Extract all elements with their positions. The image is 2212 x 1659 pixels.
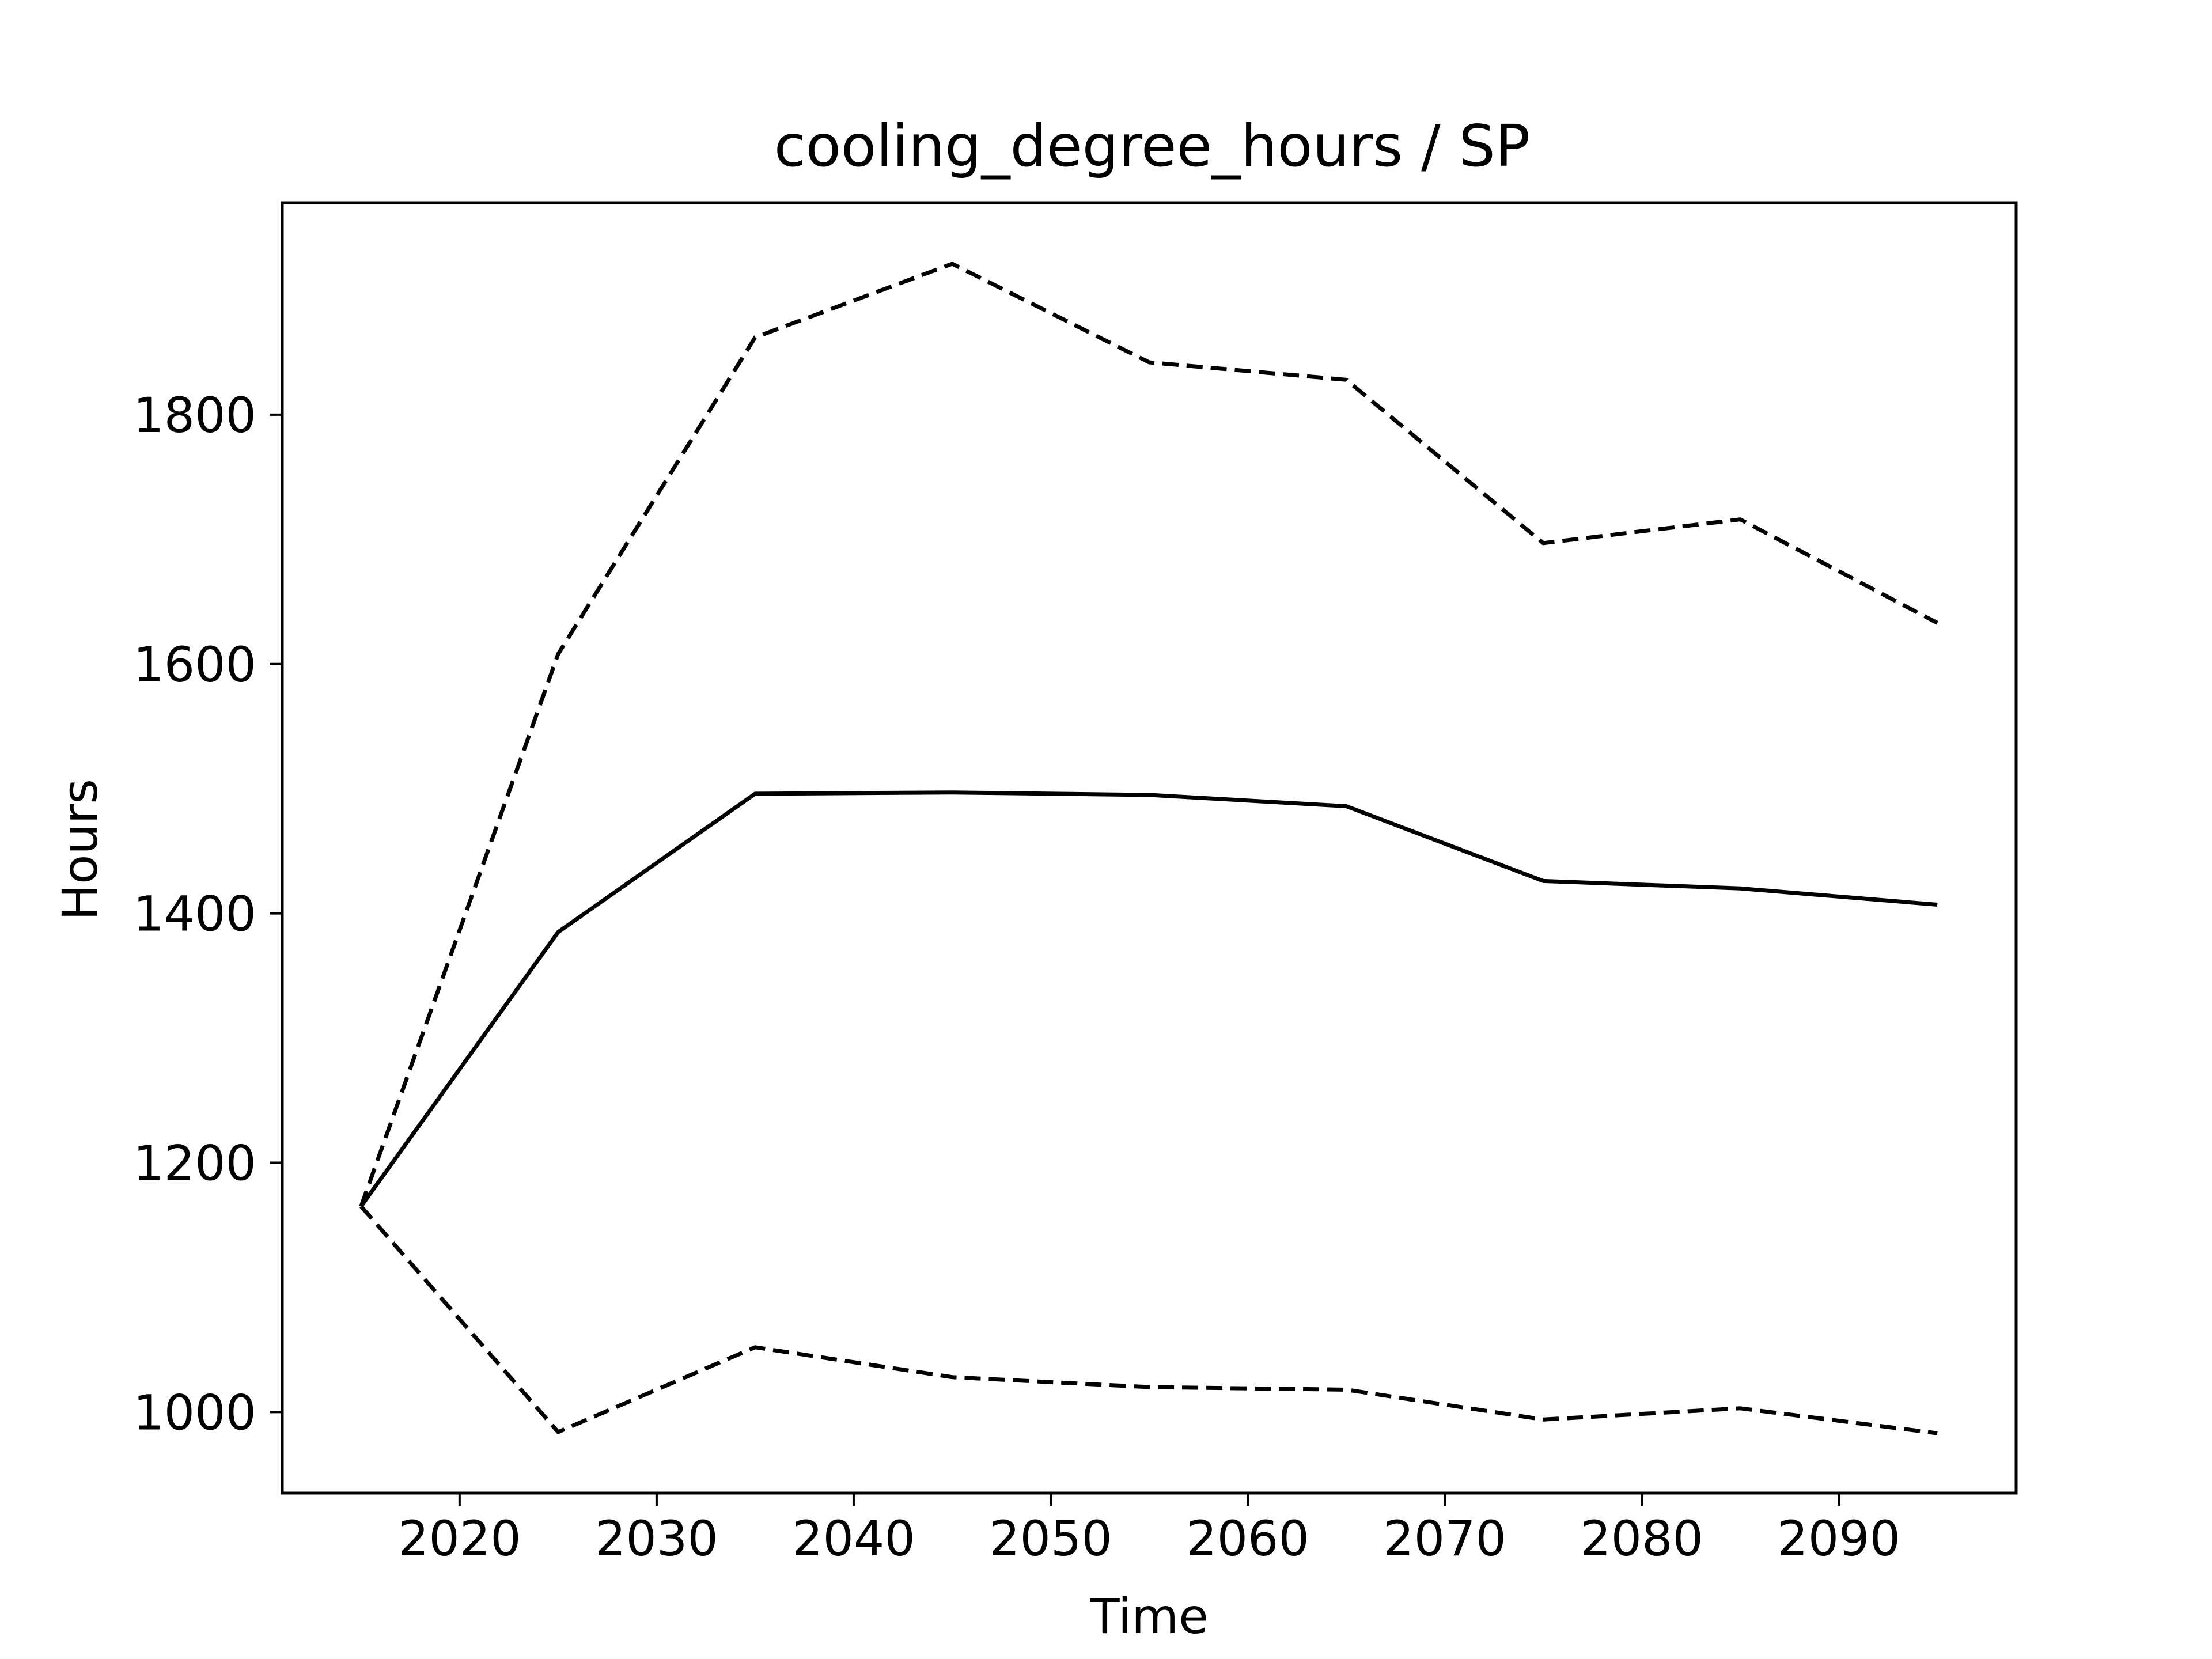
y-tick-label: 1600	[133, 637, 256, 693]
x-axis-label: Time	[1089, 1588, 1209, 1645]
x-tick-label: 2080	[1580, 1510, 1703, 1567]
series-line-2-solid	[359, 790, 1938, 1208]
x-tick-label: 2060	[1186, 1510, 1309, 1567]
x-tick-label: 2090	[1777, 1510, 1900, 1567]
x-tick-label: 2070	[1383, 1510, 1506, 1567]
y-axis: 1000 1200 1400 1600 1800	[133, 387, 282, 1441]
plot-frame	[281, 201, 2018, 1495]
chart-title: cooling_degree_hours / SP	[774, 112, 1530, 180]
y-axis-label: Hours	[52, 779, 108, 921]
x-tick-label: 2050	[989, 1510, 1112, 1567]
y-tick-label: 1200	[133, 1135, 256, 1191]
x-axis: 2020 2030 2040 2050 2060 2070 2080 2090	[398, 1493, 1900, 1567]
y-tick-label: 1000	[133, 1384, 256, 1441]
x-tick-label: 2020	[398, 1510, 521, 1567]
x-tick-label: 2040	[792, 1510, 915, 1567]
y-tick-label: 1400	[133, 886, 256, 942]
series-layer	[359, 262, 1938, 1435]
y-tick-label: 1800	[133, 387, 256, 444]
x-tick-label: 2030	[595, 1510, 718, 1567]
series-line-1-dashed	[359, 262, 1938, 1207]
series-line-3-dashed	[359, 1205, 1938, 1435]
